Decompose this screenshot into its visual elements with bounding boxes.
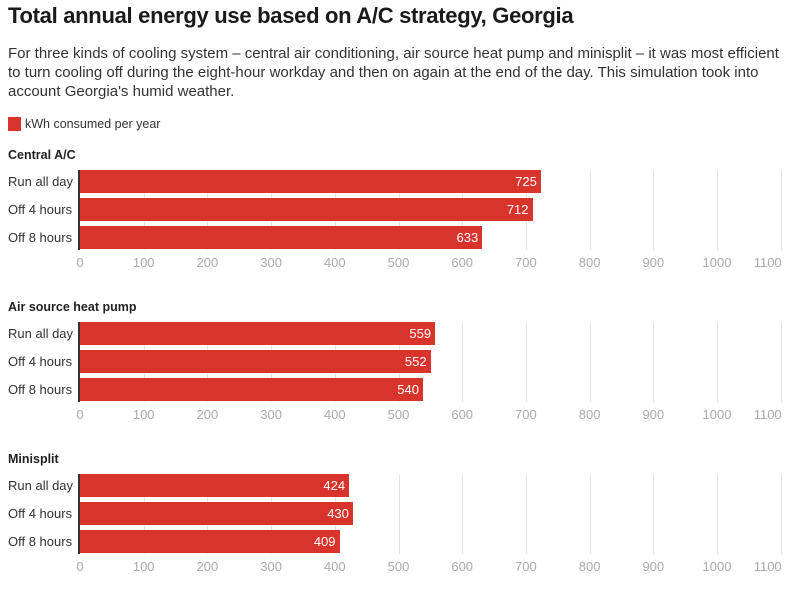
- data-label: 712: [506, 202, 529, 217]
- tick-label: 100: [132, 407, 155, 422]
- tick-label: 800: [578, 559, 601, 574]
- legend: kWh consumed per year: [8, 117, 160, 131]
- gridline: [653, 322, 655, 402]
- category-label: Run all day: [8, 174, 74, 189]
- category-label: Run all day: [8, 326, 74, 341]
- tick-label: 1000: [702, 407, 732, 422]
- chart-panel: Central A/C 0 100 200 300 400 500 600 700 800 900 1…: [0, 148, 800, 288]
- bar: 559: [80, 322, 436, 345]
- data-label: 725: [515, 174, 537, 189]
- gridline: [462, 474, 464, 554]
- chart-subtitle: For three kinds of cooling system – cent…: [8, 45, 779, 100]
- gridline: [653, 474, 655, 554]
- tick-label: 600: [451, 559, 474, 574]
- legend-label: kWh consumed per year: [25, 117, 161, 131]
- tick-label: 500: [387, 407, 410, 422]
- bar: 540: [80, 378, 423, 401]
- category-label: Off 8 hours: [8, 230, 73, 245]
- data-label: 424: [323, 478, 346, 493]
- data-label: 559: [409, 326, 432, 341]
- data-label: 430: [327, 506, 349, 521]
- tick-label: 200: [196, 255, 219, 270]
- tick-label: 100: [132, 255, 155, 270]
- tick-label: 300: [260, 255, 282, 270]
- tick-label: 400: [323, 255, 346, 270]
- category-label: Off 4 hours: [8, 202, 73, 217]
- tick-label: 200: [196, 407, 219, 422]
- gridline: [780, 322, 782, 402]
- gridline: [780, 474, 782, 554]
- tick-label: 0: [76, 559, 84, 574]
- gridline: [525, 474, 527, 554]
- tick-label: 200: [196, 559, 219, 574]
- tick-label: 700: [515, 559, 537, 574]
- bar: 430: [80, 502, 353, 525]
- gridline: [717, 474, 718, 554]
- bar: 725: [80, 170, 541, 193]
- tick-label: 900: [642, 559, 665, 574]
- tick-label: 800: [578, 255, 601, 270]
- axis-line: [78, 474, 80, 554]
- data-label: 552: [404, 354, 427, 369]
- tick-label: 300: [260, 407, 282, 422]
- tick-label: 900: [642, 255, 665, 270]
- category-label: Run all day: [8, 478, 74, 493]
- tick-label: 300: [260, 559, 282, 574]
- tick-label: 400: [323, 407, 346, 422]
- gridline: [398, 474, 400, 554]
- category-label: Off 8 hours: [8, 534, 73, 549]
- tick-label: 900: [642, 407, 665, 422]
- tick-label: 1100: [753, 407, 782, 422]
- panel-title: Minisplit: [8, 452, 59, 466]
- gridline: [589, 170, 591, 250]
- data-label: 409: [313, 534, 336, 549]
- data-label: 633: [456, 230, 479, 245]
- category-label: Off 4 hours: [8, 354, 73, 369]
- tick-label: 500: [387, 255, 410, 270]
- bar: 633: [80, 226, 483, 249]
- gridline: [589, 474, 591, 554]
- chart-panel: Minisplit 0 100 200 300 400 500 600 700 800 900 100…: [0, 452, 800, 592]
- bar: 552: [80, 350, 431, 373]
- bar: 409: [80, 530, 340, 553]
- gridline: [780, 170, 782, 250]
- bar: 712: [80, 198, 533, 221]
- tick-label: 400: [323, 559, 346, 574]
- legend-swatch: [8, 117, 21, 131]
- gridline: [525, 322, 527, 402]
- tick-label: 1100: [753, 255, 782, 270]
- tick-label: 800: [578, 407, 601, 422]
- axis-line: [78, 170, 80, 250]
- tick-label: 600: [451, 407, 474, 422]
- tick-label: 0: [76, 255, 84, 270]
- tick-label: 1000: [702, 559, 732, 574]
- panel-title: Central A/C: [8, 148, 76, 162]
- panel-title: Air source heat pump: [8, 300, 137, 314]
- tick-label: 1100: [753, 559, 782, 574]
- tick-label: 700: [515, 407, 537, 422]
- gridline: [589, 322, 591, 402]
- category-label: Off 8 hours: [8, 382, 73, 397]
- tick-label: 700: [515, 255, 537, 270]
- tick-label: 100: [132, 559, 155, 574]
- chart-panel: Air source heat pump 0 100 200 300 400 500 600 7…: [0, 300, 800, 440]
- chart-title: Total annual energy use based on A/C str…: [8, 3, 574, 28]
- tick-label: 600: [451, 255, 474, 270]
- tick-label: 1000: [702, 255, 732, 270]
- gridline: [717, 170, 718, 250]
- data-label: 540: [397, 382, 419, 397]
- axis-line: [78, 322, 80, 402]
- tick-label: 0: [76, 407, 84, 422]
- gridline: [717, 322, 718, 402]
- gridline: [653, 170, 655, 250]
- tick-label: 500: [387, 559, 410, 574]
- gridline: [462, 322, 464, 402]
- category-label: Off 4 hours: [8, 506, 73, 521]
- bar: 424: [80, 474, 350, 497]
